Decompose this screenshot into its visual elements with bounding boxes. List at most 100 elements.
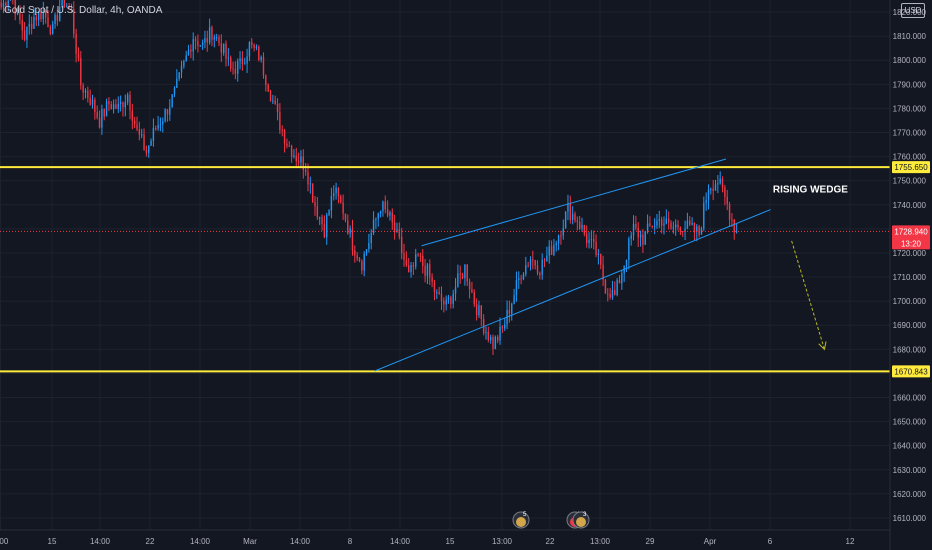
- candle: [68, 3, 70, 9]
- candle-body: [649, 223, 651, 226]
- event-icons[interactable]: 5103: [512, 511, 590, 529]
- candle: [302, 149, 305, 179]
- candle: [614, 281, 616, 296]
- current-price-tag-text: 1728.940: [894, 227, 928, 236]
- support-tag-text: 1670.843: [894, 367, 928, 376]
- price-axis-label: 1820.000: [893, 8, 927, 17]
- candle-body: [211, 27, 213, 40]
- candle-body: [724, 187, 726, 197]
- time-axis-label: 13:00: [590, 537, 611, 546]
- candle-body: [333, 193, 335, 196]
- candle-body: [511, 303, 513, 314]
- candle: [433, 279, 436, 301]
- candle-body: [318, 217, 321, 219]
- candle: [429, 259, 431, 286]
- event-count: 3: [583, 512, 587, 518]
- candle-body: [115, 104, 117, 109]
- event-icon[interactable]: 3: [572, 511, 590, 529]
- candle-body: [173, 87, 176, 95]
- candle-body: [733, 219, 735, 233]
- time-axis-label: 15: [48, 537, 57, 546]
- candle-body: [576, 220, 579, 222]
- candle: [286, 138, 288, 149]
- candle-body: [337, 187, 340, 197]
- candle: [384, 195, 386, 214]
- candle-body: [710, 188, 712, 190]
- current-price-tag-bg: [892, 225, 930, 250]
- candle: [272, 94, 274, 104]
- candle-body: [316, 206, 319, 218]
- candle: [37, 10, 40, 27]
- candle: [665, 209, 668, 225]
- candle: [54, 12, 56, 29]
- candle-body: [103, 109, 105, 117]
- candle: [244, 57, 246, 65]
- candle: [515, 271, 518, 302]
- candle-body: [443, 301, 445, 305]
- candle: [49, 24, 52, 36]
- candle: [365, 249, 368, 256]
- candle: [454, 278, 457, 301]
- currency-button[interactable]: USD: [901, 3, 925, 18]
- candle-body: [677, 224, 679, 228]
- candle: [471, 282, 473, 294]
- candle: [518, 271, 520, 289]
- candle: [28, 14, 30, 35]
- candle: [543, 257, 546, 268]
- candle: [452, 289, 454, 309]
- candle-body: [628, 238, 630, 260]
- candle: [703, 196, 705, 232]
- time-axis[interactable]: 4:00 15 14:00 22 14:00 Mar 14:00 8 14:00 15 13:00 2…: [0, 537, 855, 546]
- candle: [119, 95, 122, 112]
- candle: [419, 252, 422, 263]
- candle: [415, 248, 417, 270]
- candle-body: [595, 241, 597, 255]
- candle: [370, 229, 372, 250]
- candle-body: [597, 253, 600, 255]
- candle: [290, 144, 293, 163]
- candle: [590, 230, 593, 249]
- candle: [496, 334, 499, 344]
- candle-body: [593, 239, 595, 242]
- candle: [403, 243, 405, 267]
- candle-body: [457, 273, 459, 288]
- candle: [215, 33, 218, 42]
- candle: [382, 200, 384, 217]
- candle: [677, 220, 679, 231]
- candle: [710, 187, 712, 195]
- event-icon[interactable]: 5: [512, 511, 530, 529]
- candle-body: [192, 39, 194, 52]
- candle: [679, 226, 682, 236]
- candle-body: [49, 27, 52, 35]
- time-axis-label: 4:00: [0, 537, 9, 546]
- candle: [16, 7, 19, 16]
- candle: [475, 298, 478, 321]
- candle: [265, 74, 267, 92]
- candle: [166, 109, 169, 122]
- candle: [567, 194, 569, 221]
- candle-body: [445, 299, 447, 305]
- candle: [616, 277, 618, 297]
- candle: [714, 179, 717, 191]
- candle-body: [515, 280, 518, 296]
- candle: [595, 234, 597, 258]
- candle-body: [600, 253, 602, 265]
- candle: [555, 240, 557, 252]
- candle-body: [201, 42, 204, 46]
- candle-body: [567, 203, 569, 212]
- candle-body: [618, 280, 621, 284]
- time-axis-label: 13:00: [492, 537, 513, 546]
- price-axis[interactable]: 1820.000 1810.000 1800.000 1790.000 1780.000…: [893, 8, 927, 523]
- candle: [190, 44, 192, 59]
- candle: [30, 16, 33, 35]
- candle-body: [602, 264, 604, 280]
- time-axis-label: Apr: [704, 537, 717, 546]
- candle: [450, 295, 452, 309]
- candle-body: [140, 134, 143, 136]
- candle-body: [450, 297, 452, 304]
- candle-body: [384, 201, 386, 210]
- candle-body: [314, 202, 316, 207]
- candle-body: [311, 183, 314, 203]
- candle: [609, 287, 611, 300]
